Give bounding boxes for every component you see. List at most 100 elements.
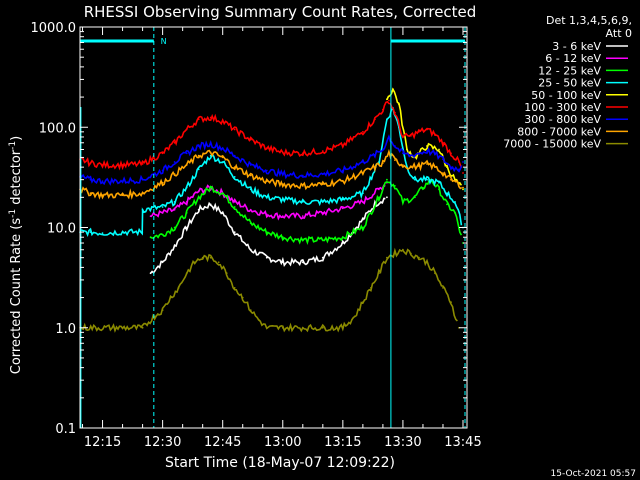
data-point [149, 272, 152, 275]
data-point [233, 176, 236, 178]
data-point [265, 326, 268, 329]
series-0 [149, 196, 388, 275]
legend-header: Att 0 [606, 27, 632, 40]
data-point [386, 256, 388, 259]
data-point [265, 231, 268, 234]
data-point [141, 163, 144, 165]
y-axis-label-mid: detector [9, 149, 24, 209]
legend-label: 25 - 50 keV [538, 77, 601, 90]
data-point [141, 231, 144, 234]
data-point [410, 252, 412, 255]
data-point [121, 326, 124, 329]
series-line [79, 148, 463, 200]
data-point [281, 326, 284, 329]
data-point [321, 212, 324, 214]
data-point [321, 201, 324, 203]
data-point [454, 201, 456, 203]
data-point [149, 236, 152, 239]
y-axis-label-sup1: -1 [8, 209, 18, 218]
data-point [341, 169, 344, 172]
data-point [462, 188, 464, 191]
legend-header: Det 1,3,4,5,6,9, [546, 14, 632, 27]
data-point [101, 164, 104, 166]
data-point [249, 188, 252, 191]
data-point [301, 201, 304, 203]
data-point [426, 178, 428, 181]
x-tick-label: 13:15 [324, 435, 361, 450]
legend-label: 6 - 12 keV [545, 52, 601, 65]
data-point [382, 108, 384, 111]
data-point [141, 326, 144, 329]
legend-label: 800 - 7000 keV [517, 125, 601, 138]
data-point [378, 188, 380, 191]
data-point [426, 128, 428, 131]
data-point [161, 233, 164, 236]
data-point [394, 252, 396, 255]
data-point [233, 206, 236, 208]
data-point [209, 154, 212, 157]
data-point [197, 168, 200, 171]
data-point [281, 215, 284, 218]
data-point [173, 161, 176, 163]
data-point [402, 164, 404, 166]
data-point [185, 272, 188, 275]
data-point [221, 192, 224, 195]
data-point [386, 118, 388, 121]
data-point [402, 201, 404, 203]
data-point [462, 172, 464, 174]
data-point [173, 201, 176, 203]
data-point [454, 212, 456, 214]
legend-label: 300 - 800 keV [524, 113, 601, 126]
data-point [249, 309, 252, 311]
data-point [233, 128, 236, 131]
x-tick-label: 13:45 [444, 435, 481, 450]
data-point [185, 226, 188, 229]
data-point [161, 152, 164, 155]
data-point [233, 287, 236, 289]
data-point [233, 166, 236, 169]
x-tick-label: 12:45 [204, 435, 241, 450]
data-point [378, 196, 380, 199]
data-point [418, 256, 420, 259]
x-tick-label: 13:00 [264, 435, 301, 450]
data-point [249, 174, 252, 177]
series-7 [79, 148, 464, 200]
data-point [426, 150, 428, 152]
data-point [394, 145, 396, 147]
data-point [362, 226, 364, 229]
data-point [301, 326, 304, 329]
data-point [209, 116, 212, 119]
data-point [374, 118, 376, 121]
data-point [450, 166, 452, 169]
data-point [197, 145, 200, 147]
data-point [121, 194, 124, 197]
data-point [197, 118, 200, 121]
data-point [442, 141, 444, 144]
data-point [321, 256, 324, 259]
data-point [374, 154, 376, 156]
y-tick-label: 100.0 [39, 121, 76, 136]
data-point [362, 301, 364, 304]
data-point [265, 147, 268, 150]
data-point [386, 98, 388, 101]
data-point [321, 239, 324, 241]
legend-label: 3 - 6 keV [552, 40, 601, 53]
x-tick-label: 12:15 [84, 435, 121, 450]
series-6 [79, 134, 464, 186]
y-tick-label: 1.0 [55, 322, 76, 337]
data-point [402, 152, 404, 155]
data-point [301, 261, 304, 264]
data-point [426, 145, 428, 147]
data-point [141, 178, 144, 181]
data-point [201, 256, 204, 259]
data-point [185, 186, 188, 189]
series-line [79, 134, 463, 186]
data-point [149, 215, 152, 218]
data-point [173, 226, 176, 229]
y-axis-label-main: Corrected Count Rate (s [9, 218, 24, 375]
legend-label: 12 - 25 keV [538, 64, 601, 77]
data-point [462, 186, 464, 189]
data-point [450, 178, 452, 181]
